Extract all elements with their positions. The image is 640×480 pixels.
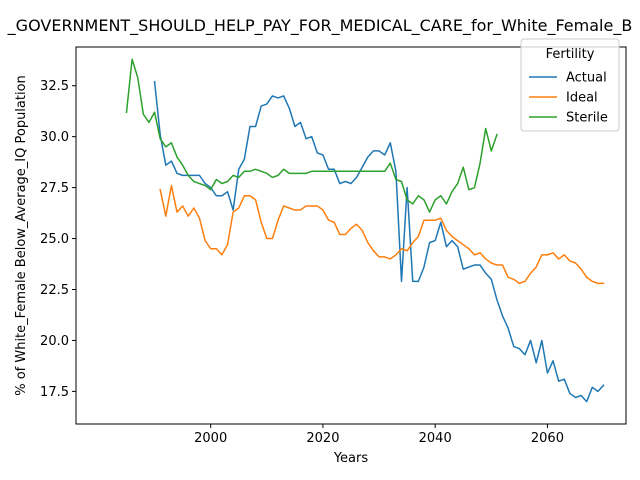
series-line-ideal	[159, 184, 605, 285]
y-tick-label: 30.0	[40, 130, 69, 145]
y-tick-label: 25.0	[40, 232, 69, 247]
y-axis-label: % of White_Female Below_Average_IQ Popul…	[14, 75, 29, 396]
series-line-sterile	[125, 58, 498, 213]
y-tick-label: 22.5	[40, 283, 69, 298]
x-tick-label: 2040	[419, 431, 452, 446]
legend-title: Fertility	[546, 47, 595, 62]
x-axis-ticks: 2000 2020 2040 2060	[194, 424, 564, 446]
x-tick-label: 2000	[194, 431, 227, 446]
legend: Fertility Actual Ideal Sterile	[520, 38, 620, 132]
y-tick-label: 17.5	[40, 385, 69, 400]
legend-label-sterile: Sterile	[566, 111, 608, 126]
legend-label-ideal: Ideal	[566, 91, 598, 106]
y-tick-label: 27.5	[40, 181, 69, 196]
chart-title: _GOVERNMENT_SHOULD_HELP_PAY_FOR_MEDICAL_…	[7, 16, 633, 36]
legend-entries: Actual Ideal Sterile	[529, 71, 608, 126]
legend-label-actual: Actual	[566, 71, 607, 86]
series-lines	[125, 58, 605, 403]
series-line-actual	[153, 80, 605, 403]
y-tick-label: 20.0	[40, 334, 69, 349]
y-tick-label: 32.5	[40, 79, 69, 94]
y-axis-ticks: 17.5 20.0 22.5 25.0 27.5 30.0 32.5	[40, 79, 76, 400]
x-tick-label: 2060	[531, 431, 564, 446]
plot-area-frame	[75, 46, 627, 425]
x-tick-label: 2020	[306, 431, 339, 446]
legend-frame	[520, 38, 620, 132]
x-axis-label: Years	[333, 451, 369, 466]
